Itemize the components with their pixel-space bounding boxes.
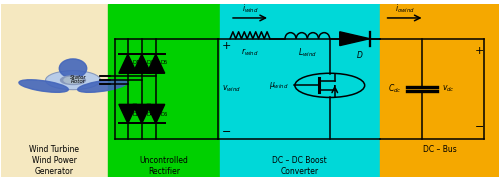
Ellipse shape (78, 80, 127, 92)
Text: Rotor: Rotor (70, 79, 86, 84)
Text: D2: D2 (132, 112, 140, 117)
Text: $\mu_{wind}$: $\mu_{wind}$ (270, 80, 289, 91)
Text: +: + (474, 46, 484, 56)
Polygon shape (119, 54, 137, 73)
Text: D5: D5 (160, 60, 168, 65)
Text: Uncontrolled
Rectifier: Uncontrolled Rectifier (140, 156, 188, 176)
Circle shape (64, 77, 82, 83)
Text: DC – DC Boost
Converter: DC – DC Boost Converter (272, 156, 327, 176)
Text: $C_{dc}$: $C_{dc}$ (388, 83, 402, 95)
Polygon shape (147, 104, 164, 123)
Text: −: − (222, 127, 231, 137)
Text: Stator: Stator (70, 75, 86, 80)
Circle shape (60, 76, 86, 85)
Text: $r_{wind}$: $r_{wind}$ (241, 47, 259, 58)
Text: D6: D6 (160, 112, 168, 117)
Circle shape (46, 71, 100, 90)
Text: Wind Power
Generator: Wind Power Generator (32, 156, 76, 176)
Ellipse shape (19, 80, 68, 92)
Ellipse shape (60, 59, 86, 78)
Text: $i_{wind}$: $i_{wind}$ (242, 3, 258, 15)
Text: DC – Bus: DC – Bus (422, 145, 456, 154)
Polygon shape (133, 54, 151, 73)
Bar (0, 4, 108, 177)
Text: $i_{owind}$: $i_{owind}$ (394, 3, 414, 15)
Polygon shape (147, 54, 164, 73)
Polygon shape (340, 32, 370, 46)
Bar (108, 4, 220, 177)
Bar (220, 4, 380, 177)
Text: $v_{wind}$: $v_{wind}$ (222, 84, 241, 94)
Text: $L_{wind}$: $L_{wind}$ (298, 47, 317, 59)
Text: D4: D4 (146, 112, 154, 117)
Text: +: + (222, 41, 231, 51)
Text: −: − (474, 122, 484, 132)
Polygon shape (133, 104, 151, 123)
Bar (380, 4, 500, 177)
Text: $D$: $D$ (356, 49, 364, 60)
Text: D1: D1 (132, 60, 140, 65)
Polygon shape (119, 104, 137, 123)
Text: $v_{dc}$: $v_{dc}$ (442, 84, 454, 94)
Text: D3: D3 (146, 60, 154, 65)
Text: Wind Turbine: Wind Turbine (30, 145, 80, 154)
